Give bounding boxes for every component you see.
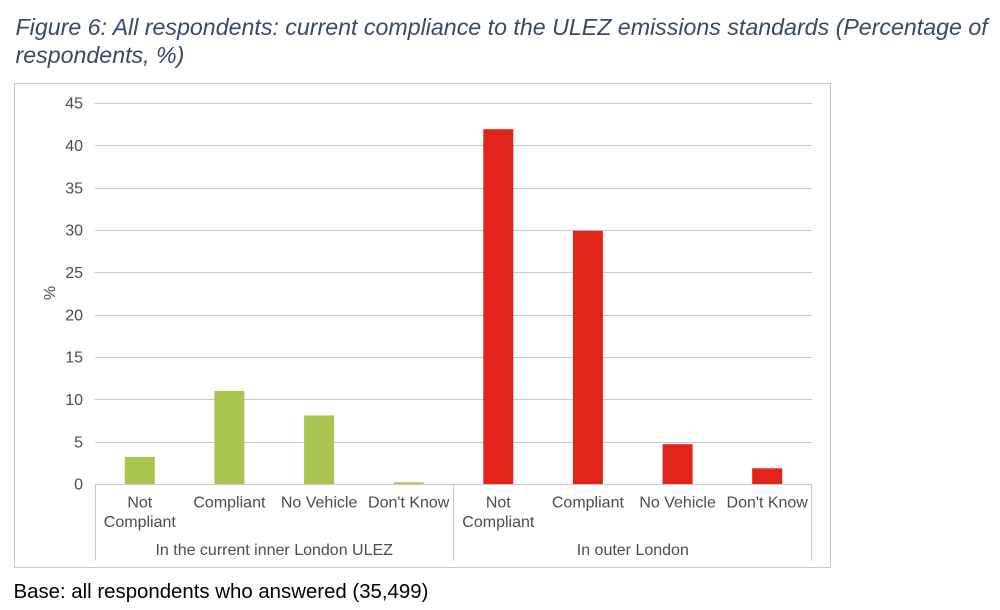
svg-text:No Vehicle: No Vehicle [281, 495, 358, 512]
svg-text:20: 20 [65, 307, 83, 324]
svg-text:In outer London: In outer London [577, 542, 689, 559]
svg-text:Don't Know: Don't Know [368, 495, 450, 512]
svg-text:Not: Not [486, 495, 511, 512]
svg-text:45: 45 [65, 96, 83, 113]
svg-text:35: 35 [65, 180, 83, 197]
svg-text:40: 40 [65, 138, 83, 155]
svg-text:Don't Know: Don't Know [727, 495, 809, 512]
svg-text:Compliant: Compliant [462, 514, 535, 531]
svg-text:15: 15 [65, 350, 83, 367]
svg-text:25: 25 [65, 265, 83, 282]
svg-text:Compliant: Compliant [104, 514, 177, 531]
svg-text:No Vehicle: No Vehicle [639, 495, 716, 512]
svg-text:30: 30 [65, 223, 83, 240]
svg-text:Compliant: Compliant [193, 495, 266, 512]
svg-text:0: 0 [74, 477, 83, 494]
svg-text:10: 10 [65, 392, 83, 409]
svg-text:%: % [42, 286, 59, 300]
svg-text:5: 5 [74, 434, 83, 451]
svg-text:In the current inner London UL: In the current inner London ULEZ [155, 542, 393, 559]
svg-text:Not: Not [127, 495, 152, 512]
svg-text:Compliant: Compliant [552, 495, 625, 512]
